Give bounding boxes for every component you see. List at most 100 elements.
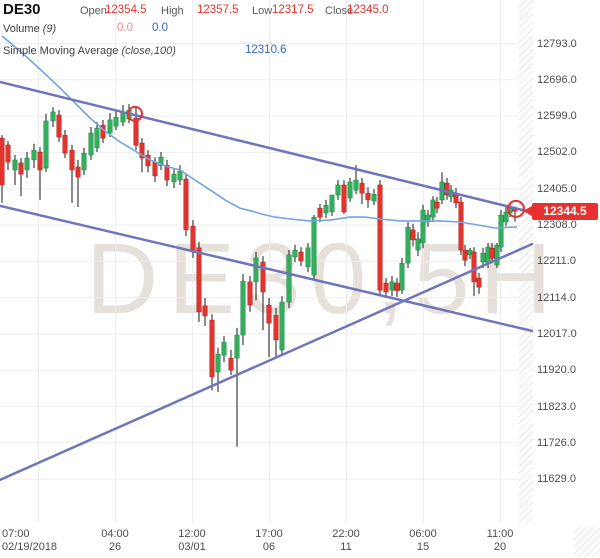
symbol-title: DE30 bbox=[3, 1, 41, 18]
candle-down bbox=[298, 251, 304, 262]
candle-down bbox=[37, 151, 43, 171]
candle-up bbox=[335, 184, 341, 196]
candle-down bbox=[317, 207, 323, 218]
candle-up bbox=[221, 341, 227, 356]
candle-down bbox=[75, 166, 81, 178]
candle-up bbox=[286, 254, 292, 303]
candle-down bbox=[56, 114, 62, 138]
candle-up bbox=[94, 127, 100, 149]
candle-up bbox=[158, 157, 164, 167]
candle-down bbox=[18, 162, 24, 175]
candle-up bbox=[107, 119, 113, 134]
y-axis-label: 12599.0 bbox=[537, 110, 577, 123]
candle-down bbox=[5, 144, 11, 163]
candle-down bbox=[69, 149, 75, 171]
ascending-support-line bbox=[0, 242, 534, 482]
candle-down bbox=[434, 201, 440, 209]
candle-up bbox=[371, 194, 377, 202]
candle-down bbox=[202, 305, 208, 317]
candle-up bbox=[24, 157, 30, 171]
candle-up bbox=[234, 334, 240, 359]
y-axis-label: 11920.0 bbox=[537, 364, 576, 377]
candle-down bbox=[471, 251, 477, 283]
candle-up bbox=[311, 216, 317, 276]
candle-down bbox=[458, 201, 464, 251]
y-axis-label: 12114.0 bbox=[537, 291, 576, 304]
candle-up bbox=[430, 199, 436, 218]
y-axis-label: 12502.0 bbox=[537, 146, 577, 159]
candle-up bbox=[240, 280, 246, 336]
open-label: Open bbox=[80, 5, 107, 17]
candle-up bbox=[171, 173, 177, 183]
y-axis-label: 11823.0 bbox=[537, 400, 576, 413]
candle-down bbox=[196, 247, 202, 313]
candle-down bbox=[476, 277, 482, 288]
y-axis-label: 11726.0 bbox=[537, 436, 576, 449]
candle-down bbox=[341, 184, 347, 213]
candle-down bbox=[444, 182, 450, 196]
candle-down bbox=[152, 161, 158, 177]
candle-up bbox=[113, 116, 119, 127]
candle-down bbox=[228, 357, 234, 371]
candle-up bbox=[347, 181, 353, 199]
candle-up bbox=[305, 247, 311, 268]
candle-up bbox=[323, 204, 329, 214]
candle-up bbox=[498, 215, 504, 248]
candle-up bbox=[31, 149, 37, 161]
open-value: 12354.5 bbox=[105, 4, 147, 16]
candle-down bbox=[273, 314, 279, 341]
candle-up bbox=[480, 252, 486, 263]
candle-down bbox=[190, 225, 196, 253]
x-axis-tick: 12:00 03/01 bbox=[178, 528, 206, 553]
candle-up bbox=[292, 249, 298, 258]
candle-down bbox=[266, 304, 272, 324]
x-axis-tick: 06:00 15 bbox=[409, 528, 437, 553]
volume-indicator-label: Volume (9) bbox=[3, 23, 57, 35]
candle-down bbox=[133, 117, 139, 146]
candle-up bbox=[253, 257, 259, 283]
x-axis-tick: 07:00 02/19/2018 bbox=[2, 528, 58, 553]
corner-hatch bbox=[574, 527, 600, 557]
candle-up bbox=[88, 132, 94, 156]
candle-up bbox=[389, 281, 395, 291]
x-axis-tick: 22:00 11 bbox=[332, 528, 360, 553]
y-axis-label: 12308.0 bbox=[537, 219, 577, 231]
candle-up bbox=[177, 170, 183, 181]
x-axis-tick: 11:00 20 bbox=[486, 528, 514, 553]
x-axis-tick: 04:00 26 bbox=[101, 528, 129, 553]
candle-down bbox=[247, 281, 253, 306]
candle-up bbox=[43, 120, 49, 169]
candle-down bbox=[209, 319, 215, 378]
candle-down bbox=[394, 282, 400, 292]
candle-down bbox=[164, 164, 170, 181]
y-axis-label: 11629.0 bbox=[537, 473, 576, 486]
y-axis-label: 12405.0 bbox=[537, 182, 577, 195]
candle-down bbox=[183, 178, 189, 231]
close-label: Close bbox=[325, 5, 354, 17]
candle-up bbox=[353, 179, 359, 191]
candle-up bbox=[279, 301, 285, 351]
candle-up bbox=[494, 244, 500, 266]
last-price-label: 12344.5 bbox=[523, 202, 598, 220]
y-axis-label: 12017.0 bbox=[537, 327, 577, 340]
sma-indicator-label: Simple Moving Average (close,100) bbox=[3, 45, 176, 57]
candle-down bbox=[139, 142, 145, 159]
y-axis-label: 12793.0 bbox=[537, 37, 577, 50]
candle-up bbox=[405, 226, 411, 264]
y-axis-label: 12211.0 bbox=[537, 255, 576, 268]
sma-line bbox=[1, 35, 518, 229]
candle-down bbox=[0, 137, 5, 186]
candle-up bbox=[215, 353, 221, 373]
candle-down bbox=[383, 282, 389, 293]
candle-down bbox=[359, 182, 365, 194]
touch-point-1 bbox=[127, 105, 143, 122]
candle-up bbox=[425, 214, 431, 223]
candle-down bbox=[62, 134, 68, 154]
candle-up bbox=[50, 111, 56, 122]
lower-channel-line bbox=[0, 204, 534, 333]
candle-down bbox=[489, 247, 495, 259]
sma-value: 12310.6 bbox=[245, 44, 287, 56]
candle-down bbox=[377, 184, 383, 291]
